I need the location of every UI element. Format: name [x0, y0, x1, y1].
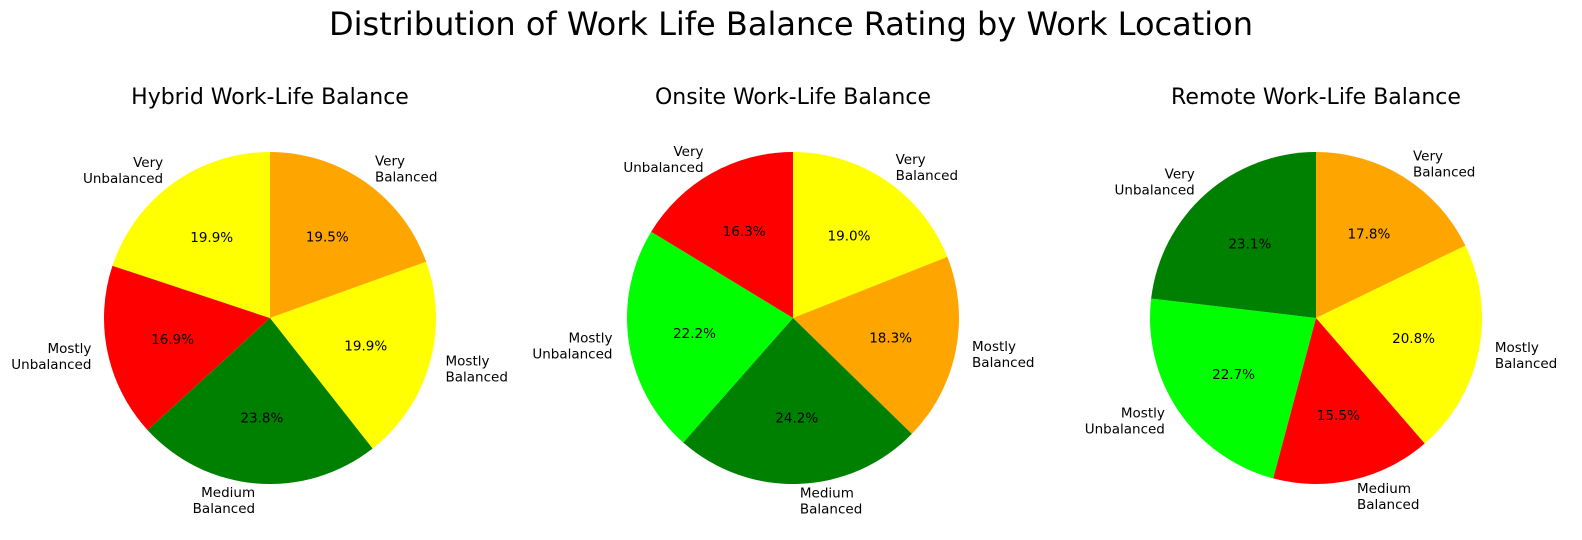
slice-percent-label: 16.9% — [151, 332, 194, 348]
pie-slice — [1150, 298, 1316, 479]
slice-percent-label: 23.8% — [240, 410, 283, 426]
slice-percent-label: 17.8% — [1347, 227, 1390, 243]
slice-category-label: Mostly Balanced — [1495, 340, 1557, 372]
slice-category-label-line: Mostly — [972, 339, 1016, 355]
slice-percent-label: 19.0% — [828, 229, 871, 245]
slice-percent-label: 23.1% — [1228, 237, 1271, 253]
slice-percent-label: 22.7% — [1212, 367, 1255, 383]
pie-slice — [793, 256, 960, 434]
slice-category-label-line: Unbalanced — [532, 346, 612, 362]
slice-percent-label: 20.8% — [1392, 331, 1435, 347]
slice-category-label-line: Unbalanced — [83, 171, 163, 187]
slice-category-label-line: Balanced — [446, 369, 508, 385]
pie-slice — [1273, 318, 1425, 484]
slice-category-label: Very Unbalanced — [83, 155, 163, 187]
slice-category-label-line: Mostly — [446, 353, 490, 369]
slice-category-label: Very Unbalanced — [1115, 166, 1195, 198]
slice-category-label-line: Very — [896, 152, 926, 168]
figure-title: Distribution of Work Life Balance Rating… — [329, 5, 1253, 43]
pie-slice — [683, 318, 912, 484]
slice-category-label: Very Balanced — [1413, 148, 1475, 180]
slice-category-label: Mostly Unbalanced — [532, 330, 612, 362]
pie-slice — [270, 261, 436, 449]
pie-title-onsite: Onsite Work-Life Balance — [655, 85, 931, 110]
slice-category-label-line: Balanced — [1495, 356, 1557, 372]
slice-category-label-line: Very — [1165, 166, 1195, 182]
slice-category-label-line: Balanced — [1357, 497, 1419, 513]
slice-percent-label: 19.5% — [306, 230, 349, 246]
slice-percent-label: 24.2% — [775, 411, 818, 427]
pie-slice — [270, 152, 427, 318]
slice-category-label-line: Very — [375, 154, 405, 170]
pie-slice — [1316, 152, 1466, 318]
slice-category-label-line: Balanced — [375, 170, 437, 186]
slice-category-label-line: Balanced — [972, 355, 1034, 371]
slice-percent-label: 19.9% — [344, 338, 387, 354]
slice-category-label: Medium Balanced — [800, 485, 862, 517]
slice-percent-label: 15.5% — [1317, 408, 1360, 424]
slice-category-label: Very Unbalanced — [623, 144, 703, 176]
slice-category-label-line: Balanced — [1413, 164, 1475, 180]
slice-category-label-line: Unbalanced — [1115, 182, 1195, 198]
slice-category-label: Mostly Balanced — [972, 339, 1034, 371]
pie-slice — [793, 152, 948, 318]
pie-slice — [1151, 152, 1316, 318]
slice-category-label-line: Unbalanced — [623, 160, 703, 176]
slice-category-label: Medium Balanced — [193, 485, 255, 517]
pie-slice — [112, 152, 270, 318]
slice-category-label-line: Unbalanced — [1085, 421, 1165, 437]
slice-category-label-line: Balanced — [896, 168, 958, 184]
slice-category-label-line: Mostly — [1121, 405, 1165, 421]
slice-percent-label: 19.9% — [190, 230, 233, 246]
slice-category-label: Medium Balanced — [1357, 481, 1419, 513]
pie-slice — [147, 318, 373, 484]
slice-category-label: Very Balanced — [375, 154, 437, 186]
slice-category-label: Mostly Unbalanced — [11, 341, 91, 373]
slice-category-label-line: Medium — [1357, 481, 1411, 497]
pie-title-hybrid: Hybrid Work-Life Balance — [131, 85, 409, 110]
slice-category-label-line: Unbalanced — [11, 357, 91, 373]
slice-percent-label: 16.3% — [723, 224, 766, 240]
pie-slice — [1316, 245, 1482, 444]
slice-category-label-line: Mostly — [568, 330, 612, 346]
slice-category-label-line: Very — [133, 155, 163, 171]
slice-category-label: Mostly Unbalanced — [1085, 405, 1165, 437]
pie-slice — [651, 152, 793, 318]
slice-category-label-line: Mostly — [1495, 340, 1539, 356]
slice-category-label: Mostly Balanced — [446, 353, 508, 385]
slice-category-label-line: Medium — [201, 485, 255, 501]
slice-category-label-line: Very — [673, 144, 703, 160]
slice-category-label-line: Medium — [800, 485, 854, 501]
pie-slice — [627, 231, 793, 443]
slice-category-label-line: Mostly — [47, 341, 91, 357]
pie-slice — [104, 265, 271, 431]
slice-category-label: Very Balanced — [896, 152, 958, 184]
slice-category-label-line: Very — [1413, 148, 1443, 164]
pie-title-remote: Remote Work-Life Balance — [1171, 85, 1461, 110]
slice-category-label-line: Balanced — [800, 501, 862, 517]
slice-percent-label: 18.3% — [869, 331, 912, 347]
slice-category-label-line: Balanced — [193, 501, 255, 517]
slice-percent-label: 22.2% — [673, 326, 716, 342]
